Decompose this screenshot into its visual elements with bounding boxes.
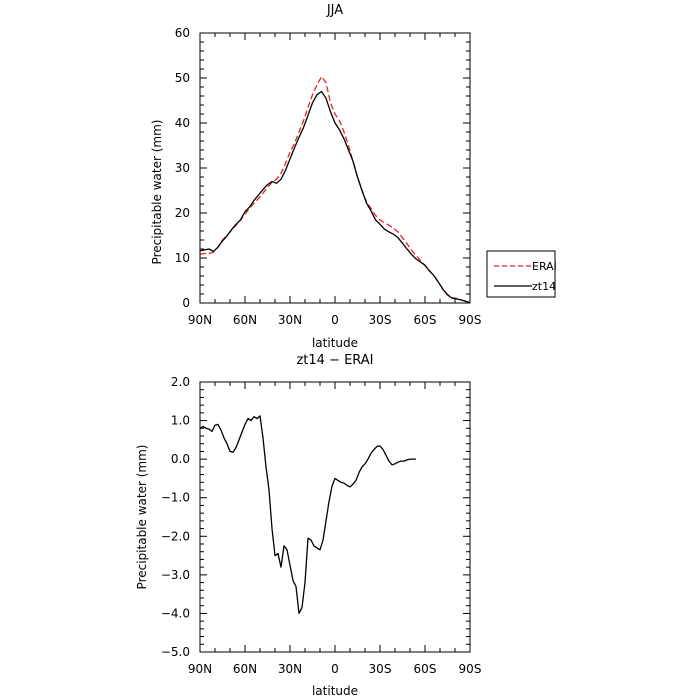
legend-box [486, 250, 556, 298]
chart-bottom-y-tick-labels: −5.0 −4.0 −3.0 −2.0 −1.0 0.0 1.0 2.0 [161, 375, 190, 659]
legend-label-erai: ERAI [532, 260, 557, 273]
y-tick-label: −4.0 [161, 606, 190, 620]
x-tick-label: 30N [278, 313, 302, 327]
series-line-zt14 [199, 90, 471, 304]
chart-bottom-xlabel: latitude [312, 684, 358, 698]
series-line-difference [199, 415, 416, 615]
x-tick-label: 60N [233, 662, 257, 676]
chart-top-y-tick-labels: 0 10 20 30 40 50 60 [175, 26, 190, 310]
y-tick-label: 2.0 [171, 375, 190, 389]
x-tick-label: 60S [414, 313, 437, 327]
legend-label-zt14: zt14 [532, 280, 556, 293]
y-tick-label: −1.0 [161, 491, 190, 505]
chart-top-lines [199, 76, 471, 304]
legend: ERAI zt14 [486, 250, 557, 298]
y-tick-label: 30 [175, 161, 190, 175]
y-tick-label: 60 [175, 26, 190, 40]
y-tick-label: 20 [175, 206, 190, 220]
y-tick-label: −2.0 [161, 529, 190, 543]
x-tick-label: 90N [188, 662, 212, 676]
y-tick-label: 50 [175, 71, 190, 85]
x-tick-label: 0 [331, 313, 339, 327]
chart-top-ylabel: Precipitable water (mm) [150, 120, 164, 265]
chart-top-plot-frame [199, 32, 471, 304]
chart-top: JJA 90N 60N 30N 0 30S 60S 90S 0 10 20 30 40 50 60 la… [150, 3, 557, 350]
chart-bottom-title: zt14 − ERAI [296, 353, 373, 368]
x-tick-label: 60N [233, 313, 257, 327]
y-tick-label: −5.0 [161, 645, 190, 659]
x-tick-label: 30N [278, 662, 302, 676]
chart-top-xlabel: latitude [312, 336, 358, 350]
chart-bottom-ticks [199, 381, 471, 653]
chart-top-ticks [199, 32, 471, 304]
x-tick-label: 30S [369, 662, 392, 676]
chart-bottom: zt14 − ERAI 90N 60N 30N 0 30S 60S 90S −5.0 −4.0… [135, 353, 481, 698]
y-tick-label: 0.0 [171, 452, 190, 466]
chart-bottom-plot-frame [199, 381, 471, 653]
y-tick-label: 0 [182, 296, 190, 310]
x-tick-label: 30S [369, 313, 392, 327]
chart-bottom-x-tick-labels: 90N 60N 30N 0 30S 60S 90S [188, 662, 482, 676]
x-tick-label: 90S [459, 313, 482, 327]
series-line-erai [199, 76, 471, 304]
x-tick-label: 90S [459, 662, 482, 676]
chart-bottom-lines [199, 415, 416, 615]
y-tick-label: 1.0 [171, 414, 190, 428]
x-tick-label: 90N [188, 313, 212, 327]
y-tick-label: 10 [175, 251, 190, 265]
y-tick-label: −3.0 [161, 568, 190, 582]
chart-top-x-tick-labels: 90N 60N 30N 0 30S 60S 90S [188, 313, 482, 327]
x-tick-label: 0 [331, 662, 339, 676]
chart-bottom-ylabel: Precipitable water (mm) [135, 445, 149, 590]
y-tick-label: 40 [175, 116, 190, 130]
x-tick-label: 60S [414, 662, 437, 676]
chart-top-title: JJA [326, 3, 343, 18]
